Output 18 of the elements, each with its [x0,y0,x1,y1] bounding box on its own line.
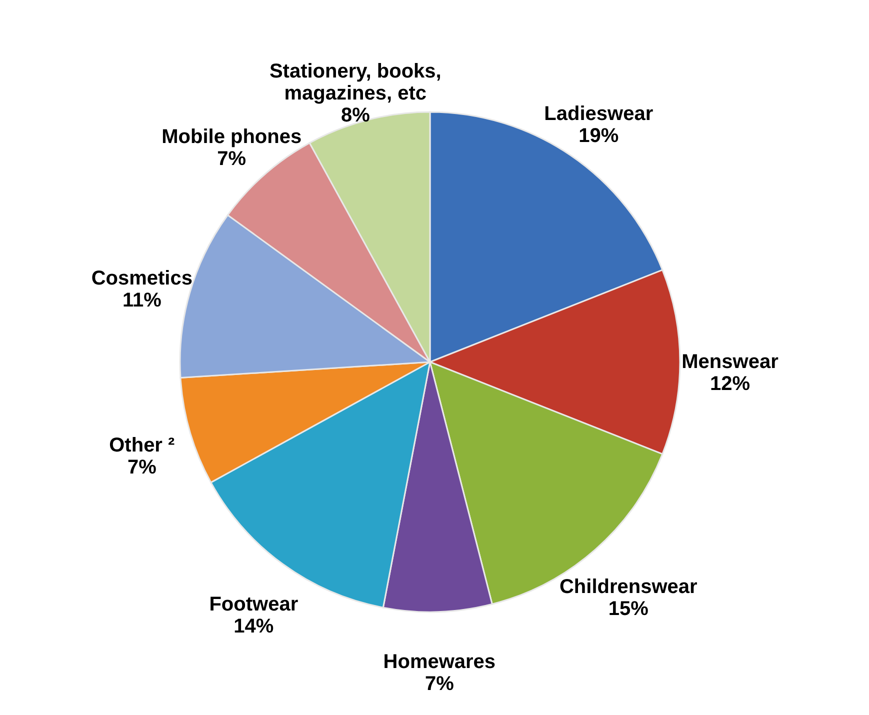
slice-label: Stationery, books, magazines, etc [269,60,442,104]
slice-label: Mobile phones [162,126,302,148]
data-label: 7% [217,148,246,170]
slice-label: Other ² [109,434,176,457]
slice-label: Ladieswear [544,102,654,125]
data-label: 19% [578,124,619,147]
slice-label: Childrenswear [559,576,698,598]
data-label: 15% [608,598,649,620]
data-label: 7% [424,672,454,695]
data-label: 8% [340,104,370,126]
slice-label: Footwear [209,594,298,616]
slice-label: Menswear [682,351,779,373]
data-label: 11% [122,289,162,312]
slice-label: Cosmetics [91,267,192,290]
data-label: 7% [127,456,157,479]
data-label: 12% [710,373,750,395]
data-label: 14% [234,616,274,638]
slice-label: Homewares [383,650,496,673]
